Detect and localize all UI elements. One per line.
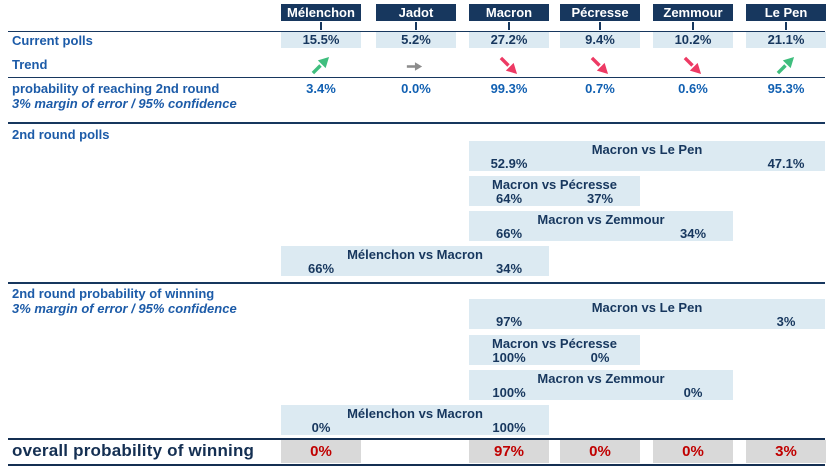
- row-label-trend: Trend: [12, 57, 48, 72]
- matchup-left-value: 100%: [492, 350, 526, 365]
- matchup-right-value: 0%: [590, 350, 610, 365]
- second-round-win-melenchon-vs-macron: Mélenchon vs Macron 0% 100%: [281, 405, 549, 435]
- current-poll-value: 15.5%: [281, 32, 361, 48]
- divider-line: [8, 31, 825, 32]
- trend-flat-icon: [406, 56, 425, 75]
- bottom-border-line: [8, 464, 825, 466]
- overall-probability-cell: 0%: [560, 440, 640, 463]
- trend-down-icon: [683, 56, 702, 75]
- column-tick: [508, 22, 510, 30]
- trend-down-icon: [590, 56, 609, 75]
- matchup-left-value: 97%: [495, 314, 523, 329]
- matchup-label: Macron vs Pécresse: [491, 177, 618, 192]
- current-poll-value: 21.1%: [746, 32, 826, 48]
- current-poll-value: 5.2%: [376, 32, 456, 48]
- row-label-reach-2nd-round: probability of reaching 2nd round: [12, 81, 220, 96]
- section-divider-line: [8, 122, 825, 124]
- margin-of-error-note: 3% margin of error / 95% confidence: [12, 301, 237, 316]
- column-tick: [785, 22, 787, 30]
- current-poll-value: 9.4%: [560, 32, 640, 48]
- section-divider-line: [8, 282, 825, 284]
- matchup-label: Mélenchon vs Macron: [347, 247, 483, 262]
- candidate-header-melenchon: Mélenchon: [281, 4, 361, 21]
- reach-2nd-round-value: 0.6%: [678, 81, 708, 96]
- row-label-current-polls: Current polls: [12, 33, 93, 48]
- reach-2nd-round-value: 99.3%: [490, 81, 528, 96]
- matchup-label: Macron vs Le Pen: [591, 142, 703, 157]
- matchup-label: Macron vs Zemmour: [537, 371, 665, 386]
- overall-divider-line: [8, 438, 825, 440]
- reach-2nd-round-value: 3.4%: [306, 81, 336, 96]
- second-round-win-macron-vs-pecresse: Macron vs Pécresse 100% 0%: [469, 335, 640, 365]
- candidate-header-zemmour: Zemmour: [653, 4, 733, 21]
- column-tick: [415, 22, 417, 30]
- candidate-header-macron: Macron: [469, 4, 549, 21]
- matchup-left-value: 52.9%: [490, 156, 528, 171]
- reach-2nd-round-value: 0.7%: [585, 81, 615, 96]
- overall-probability-label: overall probability of winning: [12, 441, 255, 460]
- matchup-right-value: 100%: [492, 420, 526, 435]
- second-round-win-macron-vs-zemmour: Macron vs Zemmour 100% 0%: [469, 370, 733, 400]
- matchup-left-value: 66%: [495, 226, 523, 241]
- current-poll-value: 27.2%: [469, 32, 549, 48]
- matchup-label: Macron vs Zemmour: [537, 212, 665, 227]
- trend-up-icon: [311, 56, 330, 75]
- second-round-poll-macron-vs-zemmour: Macron vs Zemmour 66% 34%: [469, 211, 733, 241]
- candidate-header-lepen: Le Pen: [746, 4, 826, 21]
- section-label-2nd-round-polls: 2nd round polls: [12, 127, 110, 142]
- trend-down-icon: [499, 56, 518, 75]
- reach-2nd-round-value: 95.3%: [767, 81, 805, 96]
- matchup-label: Macron vs Le Pen: [591, 300, 703, 315]
- candidate-header-pecresse: Pécresse: [560, 4, 640, 21]
- matchup-right-value: 47.1%: [767, 156, 805, 171]
- section-label-2nd-round-win: 2nd round probability of winning: [12, 286, 215, 301]
- trend-up-icon: [776, 56, 795, 75]
- column-tick: [599, 22, 601, 30]
- current-poll-value: 10.2%: [653, 32, 733, 48]
- second-round-poll-macron-vs-lepen: Macron vs Le Pen 52.9% 47.1%: [469, 141, 825, 171]
- overall-probability-cell: 3%: [746, 440, 826, 463]
- matchup-right-value: 37%: [586, 191, 614, 206]
- matchup-right-value: 34%: [679, 226, 707, 241]
- overall-probability-cell: 0%: [653, 440, 733, 463]
- column-tick: [692, 22, 694, 30]
- matchup-right-value: 3%: [776, 314, 796, 329]
- reach-2nd-round-value: 0.0%: [401, 81, 431, 96]
- margin-of-error-note: 3% margin of error / 95% confidence: [12, 96, 237, 111]
- second-round-poll-macron-vs-pecresse: Macron vs Pécresse 64% 37%: [469, 176, 640, 206]
- matchup-left-value: 100%: [492, 385, 526, 400]
- divider-line: [8, 77, 825, 78]
- candidate-header-jadot: Jadot: [376, 4, 456, 21]
- matchup-label: Macron vs Pécresse: [491, 336, 618, 351]
- matchup-left-value: 66%: [307, 261, 335, 276]
- overall-probability-cell: 97%: [469, 440, 549, 463]
- matchup-right-value: 34%: [495, 261, 523, 276]
- matchup-left-value: 64%: [495, 191, 523, 206]
- second-round-win-macron-vs-lepen: Macron vs Le Pen 97% 3%: [469, 299, 825, 329]
- matchup-label: Mélenchon vs Macron: [347, 406, 483, 421]
- overall-probability-cell: 0%: [281, 440, 361, 463]
- column-tick: [320, 22, 322, 30]
- matchup-right-value: 0%: [683, 385, 703, 400]
- second-round-poll-melenchon-vs-macron: Mélenchon vs Macron 66% 34%: [281, 246, 549, 276]
- matchup-left-value: 0%: [311, 420, 331, 435]
